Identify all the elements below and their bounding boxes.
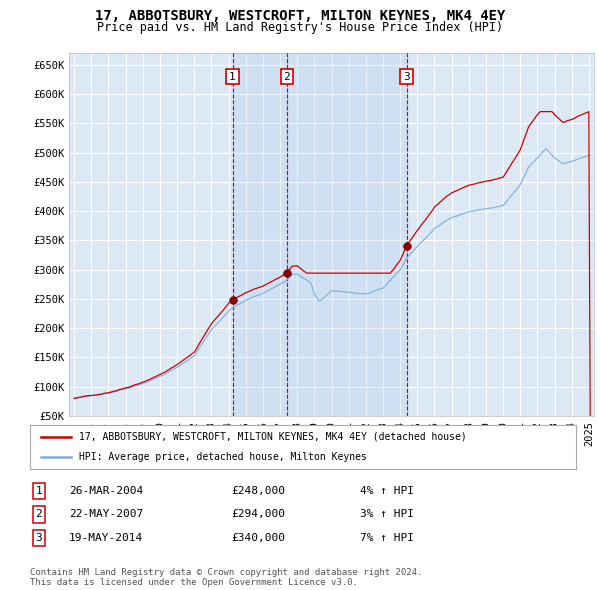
Text: 3: 3 bbox=[403, 71, 410, 81]
Text: 19-MAY-2014: 19-MAY-2014 bbox=[69, 533, 143, 543]
Text: Price paid vs. HM Land Registry's House Price Index (HPI): Price paid vs. HM Land Registry's House … bbox=[97, 21, 503, 34]
Text: £294,000: £294,000 bbox=[231, 510, 285, 519]
Text: 3% ↑ HPI: 3% ↑ HPI bbox=[360, 510, 414, 519]
Text: £340,000: £340,000 bbox=[231, 533, 285, 543]
Text: 17, ABBOTSBURY, WESTCROFT, MILTON KEYNES, MK4 4EY: 17, ABBOTSBURY, WESTCROFT, MILTON KEYNES… bbox=[95, 9, 505, 23]
Bar bbox=[233, 53, 287, 416]
Text: 26-MAR-2004: 26-MAR-2004 bbox=[69, 486, 143, 496]
Text: 4% ↑ HPI: 4% ↑ HPI bbox=[360, 486, 414, 496]
Text: 22-MAY-2007: 22-MAY-2007 bbox=[69, 510, 143, 519]
Text: 2: 2 bbox=[283, 71, 290, 81]
Text: £248,000: £248,000 bbox=[231, 486, 285, 496]
Text: 1: 1 bbox=[35, 486, 43, 496]
Text: 17, ABBOTSBURY, WESTCROFT, MILTON KEYNES, MK4 4EY (detached house): 17, ABBOTSBURY, WESTCROFT, MILTON KEYNES… bbox=[79, 432, 467, 442]
Bar bbox=[287, 53, 407, 416]
Text: 2: 2 bbox=[35, 510, 43, 519]
Text: 7% ↑ HPI: 7% ↑ HPI bbox=[360, 533, 414, 543]
Text: 3: 3 bbox=[35, 533, 43, 543]
Text: 1: 1 bbox=[229, 71, 236, 81]
Text: Contains HM Land Registry data © Crown copyright and database right 2024.
This d: Contains HM Land Registry data © Crown c… bbox=[30, 568, 422, 587]
Text: HPI: Average price, detached house, Milton Keynes: HPI: Average price, detached house, Milt… bbox=[79, 452, 367, 462]
